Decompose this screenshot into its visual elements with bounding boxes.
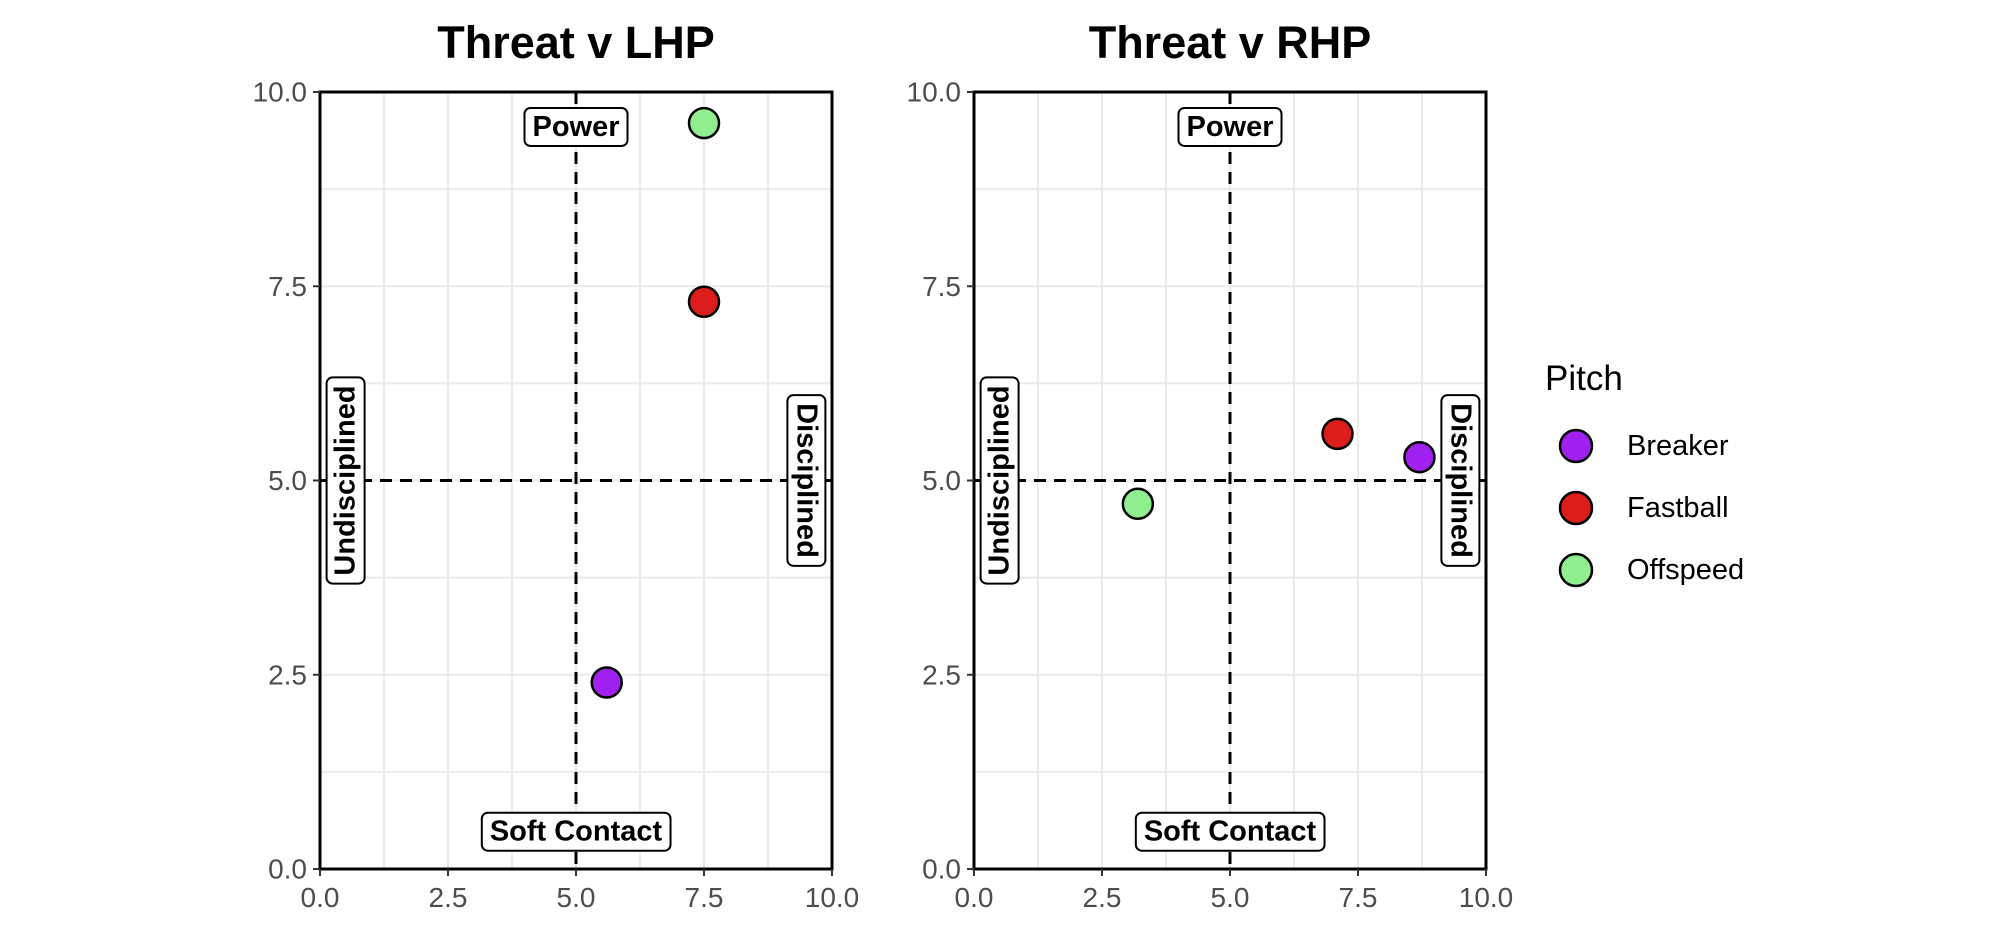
chart-panel-2: Threat v RHP 0.0 2.5 5.0 7.5 10.0 0.0 2.5 5.0 7.5… [907, 17, 1514, 913]
y-tick-label: 5.0 [922, 465, 961, 496]
data-point-fastball [1321, 417, 1354, 451]
legend-title: Pitch [1545, 359, 1623, 398]
x-tick-label: 7.5 [685, 882, 724, 913]
legend-swatch-fastball [1558, 490, 1594, 526]
chart-title: Threat v RHP [1089, 17, 1372, 68]
quadrant-label-right-text: Disciplined [790, 403, 822, 558]
quadrant-label-bottom-box [1134, 811, 1326, 852]
legend-label-breaker: Breaker [1627, 430, 1729, 462]
x-tick-label: 10.0 [1459, 882, 1514, 913]
quadrant-label-bottom-text: Soft Contact [490, 816, 663, 848]
quadrant-label-top: Power [523, 106, 629, 147]
x-tick-label: 0.0 [955, 882, 994, 913]
y-tick-label: 5.0 [268, 465, 307, 496]
y-tick-label: 2.5 [268, 659, 307, 690]
quadrant-label-bottom-text: Soft Contact [1144, 816, 1317, 848]
quadrant-label-top: Power [1177, 106, 1283, 147]
y-tick-label: 2.5 [922, 659, 961, 690]
quadrant-label-bottom: Soft Contact [480, 811, 672, 852]
legend-label-offspeed: Offspeed [1627, 554, 1744, 586]
chart-title: Threat v LHP [437, 17, 715, 68]
quadrant-label-right-box [1440, 394, 1481, 567]
x-tick-label: 0.0 [301, 882, 340, 913]
chart-panel-1: Threat v LHP 0.0 2.5 5.0 7.5 10.0 0.0 2.5 5.0 7.5… [253, 17, 860, 913]
data-point-offspeed [687, 106, 721, 140]
x-tick-label: 2.5 [1083, 882, 1122, 913]
x-tick-label: 10.0 [805, 882, 860, 913]
legend-label-fastball: Fastball [1627, 492, 1729, 524]
quadrant-label-top-box [1177, 106, 1283, 147]
legend-swatch-breaker [1558, 428, 1594, 464]
quadrant-label-left-box [325, 376, 366, 585]
x-tick-label: 5.0 [557, 882, 596, 913]
quadrant-label-right-text: Disciplined [1444, 403, 1476, 558]
quadrant-label-left: Undisciplined [325, 376, 366, 585]
data-point-fastball [687, 285, 721, 319]
y-tick-label: 10.0 [253, 77, 308, 108]
y-tick-label: 7.5 [268, 271, 307, 302]
y-tick-label: 0.0 [268, 854, 307, 885]
quadrant-label-top-text: Power [1186, 111, 1273, 143]
data-point-offspeed [1121, 487, 1155, 521]
quadrant-label-left-text: Undisciplined [330, 385, 362, 575]
y-tick-label: 0.0 [922, 854, 961, 885]
quadrant-label-right: Disciplined [1440, 394, 1481, 567]
x-tick-label: 2.5 [429, 882, 468, 913]
data-point-breaker [1403, 440, 1436, 474]
quadrant-label-left-text: Undisciplined [984, 385, 1016, 575]
y-tick-label: 10.0 [907, 77, 962, 108]
x-tick-label: 5.0 [1211, 882, 1250, 913]
legend-swatch-offspeed [1558, 552, 1594, 588]
y-tick-label: 7.5 [922, 271, 961, 302]
quadrant-label-right: Disciplined [786, 394, 827, 567]
data-point-breaker [590, 666, 623, 699]
quadrant-label-top-box [523, 106, 629, 147]
quadrant-label-right-box [786, 394, 827, 567]
quadrant-label-bottom-box [480, 811, 672, 852]
quadrant-label-left: Undisciplined [979, 376, 1020, 585]
quadrant-label-bottom: Soft Contact [1134, 811, 1326, 852]
quadrant-label-left-box [979, 376, 1020, 585]
x-tick-label: 7.5 [1339, 882, 1378, 913]
quadrant-label-top-text: Power [532, 111, 619, 143]
